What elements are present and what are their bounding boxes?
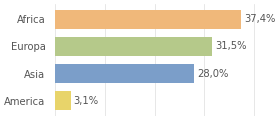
Bar	[55, 37, 212, 56]
Text: 37,4%: 37,4%	[244, 14, 276, 24]
Text: 31,5%: 31,5%	[215, 41, 246, 51]
Bar	[55, 91, 71, 110]
Bar	[55, 64, 194, 83]
Bar	[55, 10, 241, 29]
Text: 3,1%: 3,1%	[74, 96, 99, 106]
Text: 28,0%: 28,0%	[197, 69, 229, 79]
